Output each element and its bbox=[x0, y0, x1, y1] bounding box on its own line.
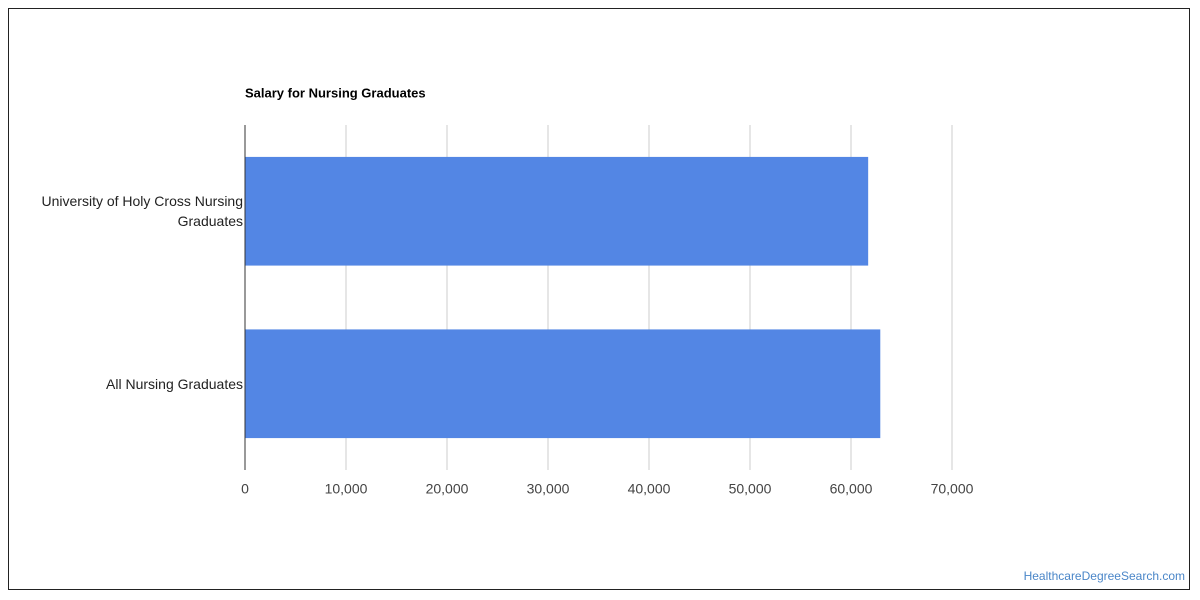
x-tick-label: 40,000 bbox=[628, 481, 671, 497]
x-tick-label: 20,000 bbox=[426, 481, 469, 497]
y-tick-label: University of Holy Cross Nursing Graduat… bbox=[41, 193, 244, 230]
y-tick-label: All Nursing Graduates bbox=[106, 375, 243, 392]
chart-title: Salary for Nursing Graduates bbox=[245, 85, 426, 100]
x-tick-label: 60,000 bbox=[830, 481, 873, 497]
bar bbox=[245, 329, 881, 439]
frame bbox=[8, 8, 1190, 590]
x-tick-label: 70,000 bbox=[931, 481, 974, 497]
x-tick-label: 10,000 bbox=[325, 481, 368, 497]
x-tick-label: 30,000 bbox=[527, 481, 570, 497]
footer-link[interactable]: HealthcareDegreeSearch.com bbox=[1024, 569, 1185, 583]
x-tick-label: 50,000 bbox=[729, 481, 772, 497]
x-tick-label: 0 bbox=[241, 481, 249, 497]
bar bbox=[245, 156, 869, 266]
